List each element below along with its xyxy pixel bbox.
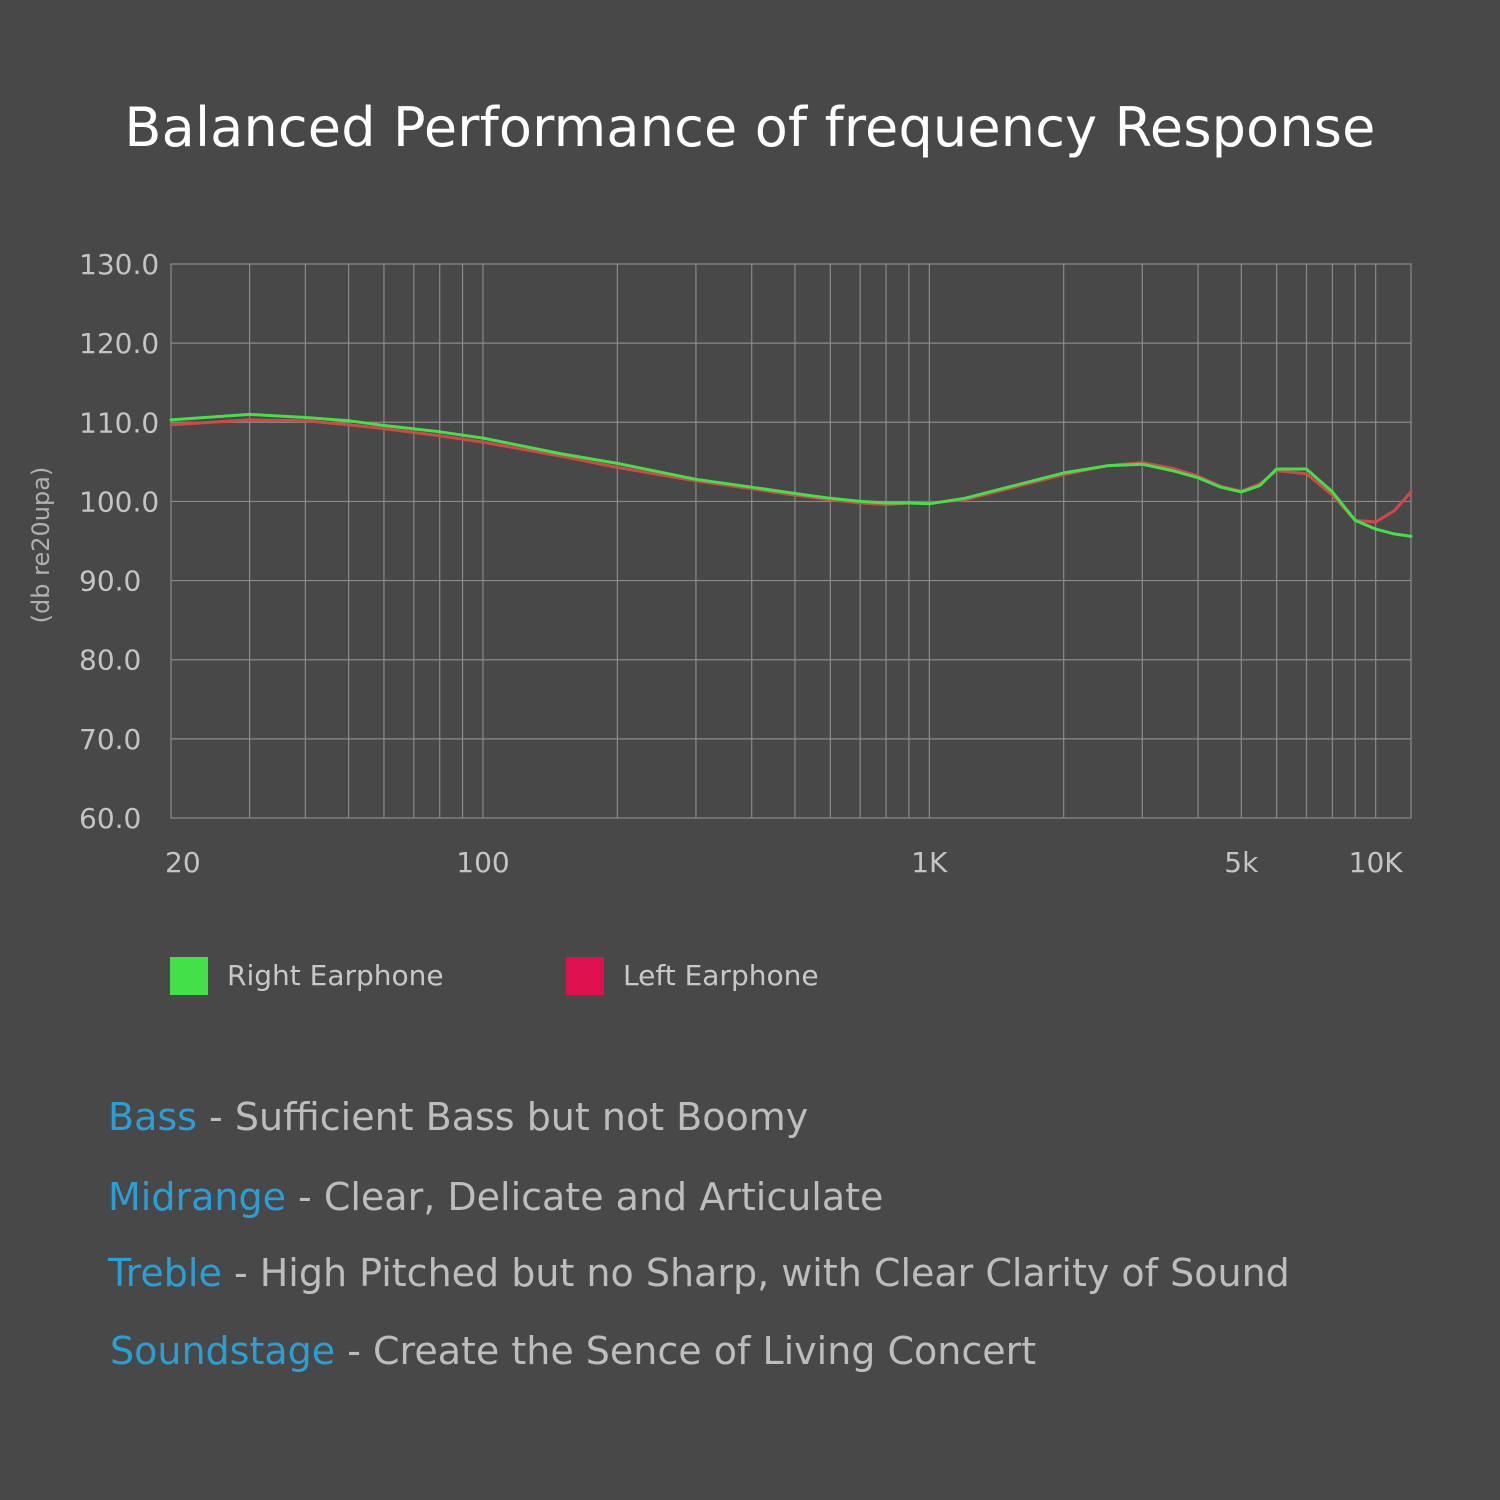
feature-treble: Treble - High Pitched but no Sharp, with… bbox=[108, 1251, 1290, 1295]
legend-label-right: Right Earphone bbox=[227, 959, 444, 992]
y-tick-label: 90.0 bbox=[79, 565, 141, 598]
y-tick-label: 120.0 bbox=[79, 327, 159, 360]
legend-swatch-left bbox=[566, 957, 604, 995]
series-right-earphone bbox=[169, 412, 1413, 538]
y-tick-label: 110.0 bbox=[79, 406, 159, 439]
y-tick-label: 60.0 bbox=[79, 802, 141, 835]
feature-desc: - High Pitched but no Sharp, with Clear … bbox=[221, 1251, 1290, 1295]
feature-term: Bass bbox=[108, 1095, 197, 1139]
feature-midrange: Midrange - Clear, Delicate and Articulat… bbox=[108, 1175, 883, 1219]
feature-bass: Bass - Sufficient Bass but not Boomy bbox=[108, 1095, 808, 1139]
feature-term: Midrange bbox=[108, 1175, 286, 1219]
series-left-earphone bbox=[169, 418, 1413, 524]
feature-desc: - Clear, Delicate and Articulate bbox=[285, 1175, 884, 1219]
plot-border bbox=[170, 263, 1412, 819]
chart-title: Balanced Performance of frequency Respon… bbox=[124, 96, 1376, 159]
legend-label-left: Left Earphone bbox=[623, 959, 819, 992]
y-tick-label: 80.0 bbox=[79, 644, 141, 677]
frequency-response-chart: 60.0 70.0 80.0 90.0 100.0 110.0 120.0 130.0 20 1… bbox=[79, 248, 1413, 879]
feature-term: Soundstage bbox=[110, 1329, 336, 1373]
x-tick-label: 10K bbox=[1349, 846, 1404, 879]
feature-soundstage: Soundstage - Create the Sence of Living … bbox=[110, 1329, 1036, 1373]
y-axis-ticks: 60.0 70.0 80.0 90.0 100.0 110.0 120.0 130.0 bbox=[79, 248, 159, 835]
feature-desc: - Sufficient Bass but not Boomy bbox=[196, 1095, 809, 1139]
legend-swatch-right bbox=[170, 957, 208, 995]
y-tick-label: 100.0 bbox=[79, 485, 159, 518]
x-axis-ticks: 20 100 1K 5k 10K bbox=[165, 846, 1403, 879]
x-tick-label: 1K bbox=[911, 846, 948, 879]
feature-desc: - Create the Sence of Living Concert bbox=[335, 1329, 1037, 1373]
y-tick-label: 130.0 bbox=[79, 248, 159, 281]
y-axis-label: (db re20upa) bbox=[27, 466, 55, 624]
y-tick-label: 70.0 bbox=[79, 723, 141, 756]
x-tick-label: 20 bbox=[165, 846, 201, 879]
series-lines bbox=[169, 412, 1413, 538]
feature-term: Treble bbox=[108, 1251, 222, 1295]
grid bbox=[170, 263, 1412, 819]
x-tick-label: 100 bbox=[456, 846, 509, 879]
x-tick-label: 5k bbox=[1224, 846, 1259, 879]
